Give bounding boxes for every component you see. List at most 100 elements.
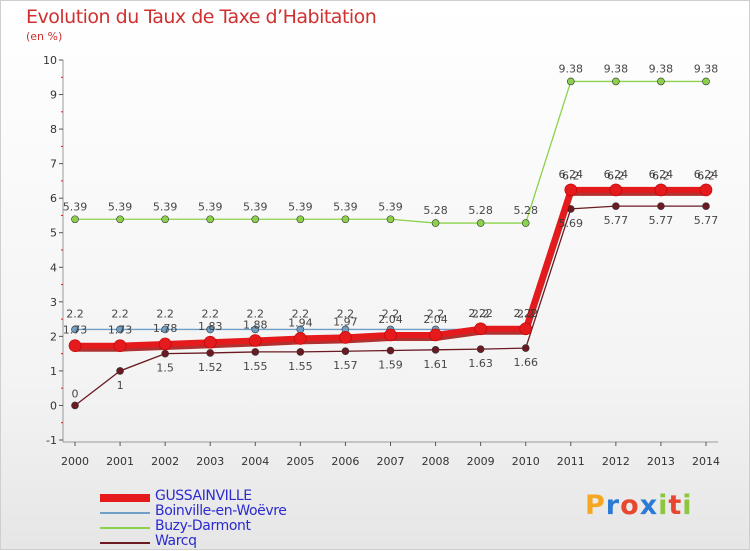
data-label: 2.2 xyxy=(201,307,219,320)
data-label: 1.73 xyxy=(63,324,88,337)
data-label: 2.04 xyxy=(378,313,403,326)
proxiti-logo: Proxiti xyxy=(585,490,693,521)
data-label: 5.39 xyxy=(378,200,403,213)
data-point xyxy=(654,183,668,197)
y-tick-label: 2 xyxy=(50,330,57,343)
data-point xyxy=(386,346,395,355)
data-labels-buzy-darmont: 5.39 5.39 5.39 5.39 5.39 5.39 5.39 5.39 5.28 5.28… xyxy=(63,62,719,217)
data-label: 5.77 xyxy=(649,214,674,227)
data-label: 9.38 xyxy=(694,62,719,75)
data-label: 6.2 xyxy=(607,169,625,182)
data-point xyxy=(251,348,260,356)
data-point xyxy=(341,347,350,356)
data-label: 2.22 xyxy=(468,307,493,320)
data-point xyxy=(339,331,352,344)
x-tick-label: 2009 xyxy=(467,455,495,468)
y-tick-label: 1 xyxy=(50,365,57,378)
data-point xyxy=(203,335,217,349)
data-label: 5.28 xyxy=(468,204,493,217)
data-labels-warcq: 0 1 1.5 1.52 1.55 1.55 1.57 1.59 1.61 1.63 1.66 5.6… xyxy=(72,214,719,400)
data-label: 1.97 xyxy=(333,315,358,328)
data-point xyxy=(71,215,79,224)
data-point xyxy=(158,337,172,351)
data-labels-gussainville: 1.73 1.73 1.78 1.83 1.88 1.94 1.97 2.04 2.04 2.22… xyxy=(63,168,719,337)
y-tick-label: 3 xyxy=(50,296,57,309)
data-label: 1.5 xyxy=(156,362,174,375)
data-label: 5.39 xyxy=(108,200,133,213)
data-label: 6.2 xyxy=(697,169,715,182)
x-tick-label: 2005 xyxy=(286,455,314,468)
data-point xyxy=(609,183,623,197)
data-label: 5.39 xyxy=(198,200,223,213)
data-label: 1.73 xyxy=(108,324,133,337)
data-point xyxy=(294,332,307,345)
y-tick-label: 9 xyxy=(50,89,57,102)
data-label: 1.63 xyxy=(468,357,493,370)
data-point xyxy=(386,215,395,224)
y-tick-label: 4 xyxy=(50,261,57,274)
data-label: 2.2 xyxy=(66,307,84,320)
data-point xyxy=(161,349,169,358)
data-label: 2.2 xyxy=(382,307,400,320)
data-labels-boinville-en-wo-vre: 2.2 2.2 2.2 2.2 2.2 2.2 2.2 2.2 2.2 2.2 2.26.2 6.2 6… xyxy=(66,169,715,320)
data-point xyxy=(251,325,260,334)
data-label: 5.28 xyxy=(423,204,448,217)
data-label: 1.78 xyxy=(153,322,178,335)
data-point xyxy=(612,77,620,86)
data-point xyxy=(113,339,127,352)
data-point xyxy=(71,401,79,410)
data-label: 5.39 xyxy=(243,200,268,213)
data-point xyxy=(657,202,665,210)
data-label: 9.38 xyxy=(604,62,629,75)
data-point xyxy=(116,367,124,375)
data-label: 2.2 xyxy=(292,307,310,320)
y-tick-label: 6 xyxy=(50,192,57,205)
y-tick-label: 8 xyxy=(50,123,57,136)
data-point xyxy=(296,215,305,224)
data-point xyxy=(474,322,487,336)
legend-swatch xyxy=(100,542,150,544)
data-point xyxy=(296,348,305,356)
data-label: 6.24 xyxy=(649,168,674,181)
data-label: 2.2 xyxy=(111,307,129,320)
data-point xyxy=(429,328,442,342)
y-tick-label: 10 xyxy=(43,54,57,67)
data-point xyxy=(699,183,713,197)
chart-subtitle: (en %) xyxy=(26,30,63,43)
data-label: 5.39 xyxy=(153,200,178,213)
x-tick-label: 2014 xyxy=(692,455,720,468)
data-label: 6.2 xyxy=(562,169,580,182)
data-label: 6.24 xyxy=(559,168,584,181)
data-point xyxy=(161,325,169,334)
data-label: 2.22 xyxy=(513,307,538,320)
data-label: 1.59 xyxy=(378,359,403,372)
data-point xyxy=(116,215,124,224)
data-point xyxy=(702,77,710,86)
data-label: 1.57 xyxy=(333,359,358,372)
data-label: 5.39 xyxy=(63,200,88,213)
data-point xyxy=(206,215,215,224)
data-label: 1 xyxy=(117,379,124,392)
data-point xyxy=(251,215,260,224)
data-label: 1.61 xyxy=(423,358,448,371)
data-label: 1.66 xyxy=(513,356,538,369)
data-label: 2.2 xyxy=(337,307,355,320)
data-label: 2.2 xyxy=(156,307,174,320)
data-point xyxy=(116,325,124,334)
x-tick-label: 2007 xyxy=(377,455,405,468)
series-warcq xyxy=(71,202,710,410)
data-label: 5.77 xyxy=(604,214,629,227)
data-point xyxy=(206,325,215,334)
data-label: 1.55 xyxy=(243,360,268,373)
data-label: 1.55 xyxy=(288,360,313,373)
data-label: 6.2 xyxy=(652,169,670,182)
x-tick-label: 2006 xyxy=(331,455,359,468)
x-tick-label: 2011 xyxy=(557,455,585,468)
data-point xyxy=(476,345,485,353)
data-point xyxy=(384,328,397,342)
y-tick-label: 0 xyxy=(50,399,57,412)
data-point xyxy=(431,346,440,354)
series-line xyxy=(74,205,706,406)
x-tick-label: 2013 xyxy=(647,455,675,468)
x-tick-label: 2004 xyxy=(241,455,269,468)
